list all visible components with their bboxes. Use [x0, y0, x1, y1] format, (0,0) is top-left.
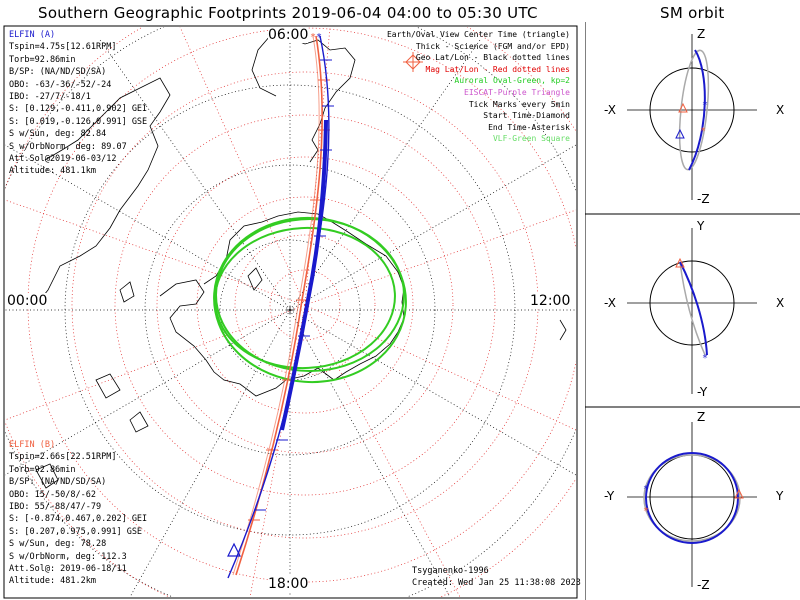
legend-item: Mag Lat/Lon - Red dotted lines: [425, 64, 571, 74]
elfin-b-line: B/SP: (NA/ND/SD/SA): [9, 477, 107, 488]
legend-item: Geo Lat/Lon - Black dotted lines: [415, 53, 570, 63]
elfin-a-track: *: [227, 32, 334, 579]
panel3-top-label: Z: [697, 410, 706, 424]
elfin-a-line: S: [0.129,-0.411,0.902] GEI: [9, 104, 148, 115]
elfin-b-name: ELFIN (B): [9, 440, 56, 450]
legend-item: Tick Marks every 5min: [468, 99, 570, 109]
panel3-bottom-label: -Z: [697, 578, 710, 592]
panel2-left-label: -X: [604, 296, 616, 310]
elfin-b-end-marker: *: [310, 32, 316, 43]
svg-text:*: *: [700, 126, 706, 137]
auroral-oval: [213, 216, 407, 384]
elfin-b-line: S: [0.207,0.975,0.991] GSE: [9, 526, 143, 537]
sm-panel-yz: * *: [627, 422, 757, 587]
elfin-a-line: IBO: -27/7/-18/1: [9, 91, 91, 102]
elfin-a-line: Tspin=4.75s[12.61RPM]: [9, 42, 117, 53]
elfin-b-line: Att.Sol@: 2019-06-18/11: [9, 563, 127, 574]
elfin-a-line: OBO: -63/-36/-52/-24: [9, 79, 112, 90]
elfin-b-track: *: [232, 32, 330, 576]
geo-grid: [5, 27, 576, 597]
hour-label-top: 06:00: [268, 27, 309, 43]
panel1-left-label: -X: [604, 103, 616, 117]
elfin-a-line: S w/Sun, deg: 82.84: [9, 129, 107, 140]
diamond-icon: [403, 52, 423, 72]
elfin-b-line: Altitude: 481.2km: [9, 576, 96, 587]
elfin-a-center-triangle: [227, 542, 241, 557]
legend-item: Start Time-Diamond: [483, 111, 570, 121]
legend-item: Thick - Science (FGM and/or EPD): [415, 41, 570, 51]
elfin-a-name: ELFIN (A): [9, 30, 56, 40]
panel3-right-label: Y: [776, 489, 784, 503]
elfin-b-line: S w/OrbNorm, deg: 112.3: [9, 551, 127, 562]
svg-text:*: *: [702, 100, 708, 111]
panel1-top-label: Z: [697, 27, 706, 41]
map-frame: [3, 25, 578, 599]
legend-item: Auroral Oval-Green, kp=2: [454, 76, 570, 86]
elfin-a-line: S w/OrbNorm, deg: 89.07: [9, 141, 127, 152]
elfin-b-line: Torb=92.86min: [9, 464, 76, 475]
model-label: Tsyganenko-1996: [412, 566, 489, 576]
legend-item: Earth/Oval View Center Time (triangle): [386, 30, 570, 39]
panel2-right-label: X: [776, 296, 785, 310]
sm-panel-xy: *: [627, 228, 757, 394]
hour-label-bottom: 18:00: [268, 576, 309, 592]
sm-orbit-panels: * * * * *: [585, 22, 800, 600]
elfin-b-line: OBO: 15/-50/8/-62: [9, 489, 96, 500]
hour-label-right: 12:00: [530, 293, 571, 309]
svg-text:*: *: [643, 506, 649, 517]
elfin-a-line: Altitude: 481.1km: [9, 166, 96, 177]
legend: Earth/Oval View Center Time (triangle) T…: [387, 29, 570, 145]
created-label: Created: Wed Jan 25 11:38:08 2023: [412, 578, 581, 588]
svg-text:*: *: [643, 484, 649, 495]
sm-orbit-title: SM orbit: [660, 4, 725, 22]
elfin-a-line: B/SP: (NA/ND/SD/SA): [9, 67, 107, 78]
panel3-left-label: -Y: [604, 489, 615, 503]
elfin-b-line: Tspin=2.66s[22.51RPM]: [9, 452, 117, 463]
legend-item: EISCAT-Purple Triangle: [464, 87, 570, 97]
elfin-b-info: ELFIN (B) Tspin=2.66s[22.51RPM] Torb=92.…: [9, 439, 147, 588]
panel1-right-label: X: [776, 103, 785, 117]
panel2-top-label: Y: [697, 219, 705, 233]
legend-item: End Time-Asterisk: [488, 122, 570, 132]
elfin-a-line: Att.Sol@2019-06-03/12: [9, 153, 117, 164]
pole-marker: [286, 306, 294, 314]
elfin-b-line: S: [-0.874,0.467,0.202] GEI: [9, 514, 148, 525]
panel2-bottom-label: -Y: [697, 385, 708, 399]
elfin-a-line: S: [0.019,-0.126,0.991] GSE: [9, 116, 148, 127]
elfin-a-end-marker: *: [316, 32, 322, 43]
elfin-a-line: Torb=92.86min: [9, 54, 76, 65]
elfin-b-line: IBO: 55/-88/47/-79: [9, 501, 102, 512]
hour-label-left: 00:00: [7, 293, 48, 309]
elfin-b-line: S w/Sun, deg: 78.28: [9, 539, 107, 550]
panel1-bottom-label: -Z: [697, 192, 710, 206]
svg-text:*: *: [702, 353, 708, 364]
sm-panel-xz: * *: [627, 34, 757, 200]
elfin-a-info: ELFIN (A) Tspin=4.75s[12.61RPM] Torb=92.…: [9, 29, 147, 178]
page-title: Southern Geographic Footprints 2019-06-0…: [38, 4, 538, 22]
legend-item: VLF-Green Square: [492, 134, 570, 144]
